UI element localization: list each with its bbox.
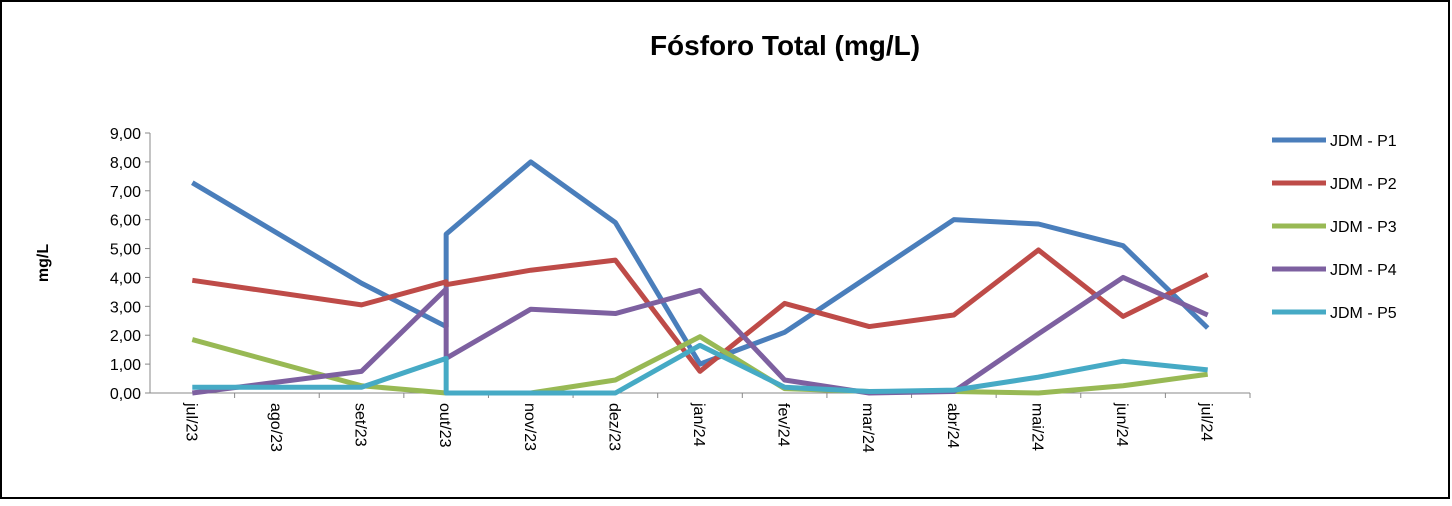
y-tick-label: 7,00 — [110, 184, 141, 201]
chart-title: Fósforo Total (mg/L) — [650, 30, 920, 61]
x-tick-label: dez/23 — [605, 403, 622, 451]
x-tick-label: fev/24 — [775, 403, 792, 447]
y-tick-label: 6,00 — [110, 213, 141, 230]
x-tick-label: jan/24 — [690, 402, 707, 447]
x-tick-label: mai/24 — [1028, 403, 1045, 451]
y-tick-label: 0,00 — [110, 386, 141, 403]
x-tick-label: jul/24 — [1198, 402, 1215, 441]
legend-label: JDM - P1 — [1330, 133, 1397, 150]
legend-label: JDM - P4 — [1330, 262, 1397, 279]
x-tick-label: jul/23 — [182, 402, 199, 441]
x-tick-label: mar/24 — [859, 403, 876, 453]
y-tick-label: 2,00 — [110, 328, 141, 345]
x-tick-label: ago/23 — [267, 403, 284, 452]
series-line — [191, 274, 1209, 396]
x-tick-label: out/23 — [436, 403, 453, 448]
legend-label: JDM - P5 — [1330, 305, 1397, 322]
x-tick-label: nov/23 — [521, 403, 538, 451]
series-line — [192, 342, 1208, 396]
y-tick-label: 3,00 — [110, 299, 141, 316]
legend-label: JDM - P3 — [1330, 219, 1397, 236]
y-tick-label: 8,00 — [110, 155, 141, 172]
x-tick-label: set/23 — [352, 403, 369, 447]
x-tick-label: abr/24 — [944, 403, 961, 448]
y-tick-label: 1,00 — [110, 357, 141, 374]
y-tick-label: 9,00 — [110, 126, 141, 143]
x-tick-label: jun/24 — [1113, 402, 1130, 447]
y-tick-label: 4,00 — [110, 270, 141, 287]
series-line — [191, 334, 1209, 396]
series-line — [191, 247, 1209, 374]
legend-label: JDM - P2 — [1330, 176, 1397, 193]
y-axis-title: mg/L — [35, 244, 52, 282]
y-tick-label: 5,00 — [110, 242, 141, 259]
